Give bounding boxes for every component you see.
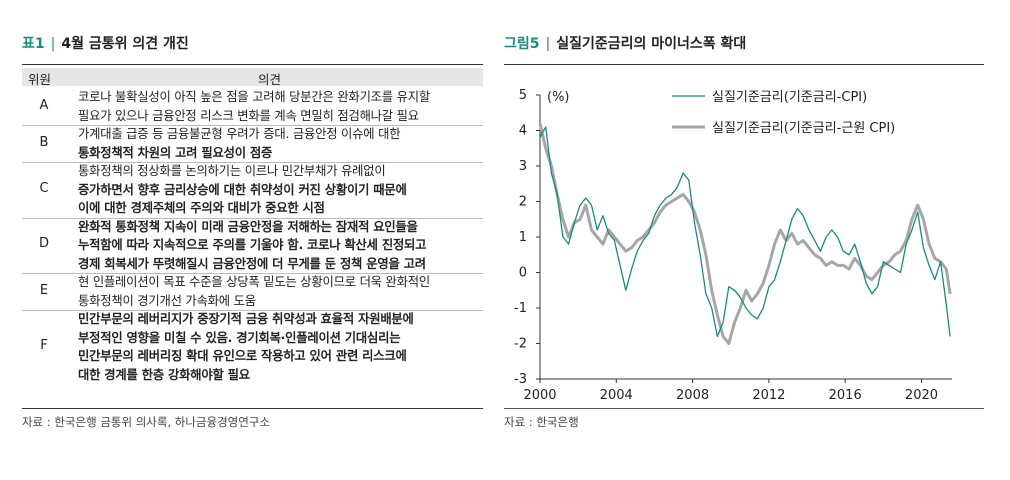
row-divider: [22, 217, 483, 219]
row-divider: [22, 273, 483, 274]
y-tick-label: -1: [514, 301, 527, 316]
opinion-line: 통화정책이 경기개선 가속화에 도움: [78, 293, 256, 308]
opinion-line: 누적함에 따라 지속적으로 주의를 기울야 함. 코로나 확산세 진정되고: [78, 238, 427, 252]
title-divider: |: [50, 36, 56, 52]
opinion-line: 이에 대한 경제주체의 주의와 대비가 중요한 시점: [78, 201, 325, 215]
opinion-line: 가계대출 급증 등 금융불균형 우려가 증대. 금융안정 이슈에 대한: [78, 127, 401, 141]
y-tick-label: 0: [519, 266, 527, 281]
legend-label: 실질기준금리(기준금리-근원 CPI): [712, 121, 895, 136]
y-tick-label: 4: [519, 124, 527, 139]
opinion-line: 현 인플레이션이 목표 수준을 상당폭 밑도는 상황이므로 더욱 완화적인: [78, 275, 430, 289]
chart-label: 그림5: [504, 36, 540, 52]
x-tick-label: 2012: [752, 388, 785, 403]
opinion-line: 코로나 불확실성이 아직 높은 점을 고려해 당분간은 완화기조를 유지할: [78, 90, 430, 104]
member-code: D: [38, 236, 49, 252]
y-tick-label: 2: [519, 195, 527, 210]
opinion-line: 완화적 통화정책 지속이 미래 금융안정을 저해하는 잠재적 요인들을: [78, 219, 418, 234]
x-tick-label: 2000: [523, 388, 556, 403]
member-code: F: [40, 338, 48, 353]
opinion-line: 부정적인 영향을 미칠 수 있음. 경기회복·인플레이션 기대심리는: [78, 330, 401, 345]
table-title: 표1 | 4월 금통위 의견 개진: [22, 33, 189, 53]
series-line-cpi: [539, 126, 951, 338]
y-tick-label: -3: [514, 372, 527, 387]
opinion-line: 경제 회복세가 뚜렷해질시 금융안정에 더 무게를 둔 정책 운영을 고려: [78, 256, 426, 271]
header-member: 위원: [28, 72, 52, 87]
table-header: 위원 의견: [22, 68, 483, 87]
unit-label: (%): [547, 90, 570, 105]
header-opinion: 의견: [258, 72, 282, 87]
chart-top-rule: [504, 64, 984, 65]
row-divider: [22, 162, 483, 163]
member-code: E: [39, 282, 49, 298]
opinion-line: 민간부문의 레버리징 확대 유인으로 작용하고 있어 관련 리스크에: [78, 349, 407, 363]
y-tick-label: -2: [514, 337, 527, 352]
opinion-line: 통화정책의 정상화를 논의하기는 이르나 민간부채가 유례없이: [78, 164, 386, 178]
opinion-line: 증가하면서 향후 금리상승에 대한 취약성이 커진 상황이기 때문에: [78, 182, 407, 197]
opinion-line: 대한 경계를 한층 강화해야할 필요: [78, 367, 250, 382]
member-code: C: [39, 180, 49, 196]
table-top-rule: [22, 64, 483, 65]
x-tick-label: 2004: [600, 388, 633, 403]
table-bottom-rule: [22, 408, 483, 409]
chart-source: 자료 : 한국은행: [504, 415, 579, 429]
y-tick-label: 3: [519, 159, 527, 174]
legend-label: 실질기준금리(기준금리-CPI): [712, 90, 867, 105]
opinion-line: 민간부문의 레버리지가 중장기적 금융 취약성과 효율적 자원배분에: [78, 312, 414, 326]
y-tick-label: 5: [519, 88, 527, 103]
opinion-line: 통화정책적 차원의 고려 필요성이 점증: [78, 145, 273, 160]
opinion-line: 필요가 있으나 금융안정 리스크 변화를 계속 면밀히 점검해나갈 필요: [78, 108, 419, 123]
x-tick-label: 2008: [676, 388, 709, 403]
row-divider: [22, 125, 483, 126]
chart-title-text: 실질기준금리의 마이너스폭 확대: [556, 36, 747, 52]
series-line-core-cpi: [538, 123, 952, 345]
chart-title: 그림5 | 실질기준금리의 마이너스폭 확대: [504, 33, 746, 53]
y-tick-label: 1: [519, 230, 527, 245]
member-code: B: [39, 134, 49, 150]
table-title-text: 4월 금통위 의견 개진: [61, 36, 189, 52]
member-code: A: [39, 97, 49, 113]
x-tick-label: 2016: [829, 388, 862, 403]
row-divider: [22, 310, 483, 311]
x-tick-label: 2020: [905, 388, 938, 403]
table-label: 표1: [22, 36, 45, 52]
table-source: 자료 : 한국은행 금통위 의사록, 하나금융경영연구소: [22, 415, 270, 429]
chart-bottom-rule: [504, 408, 984, 409]
title-divider: |: [545, 36, 551, 52]
